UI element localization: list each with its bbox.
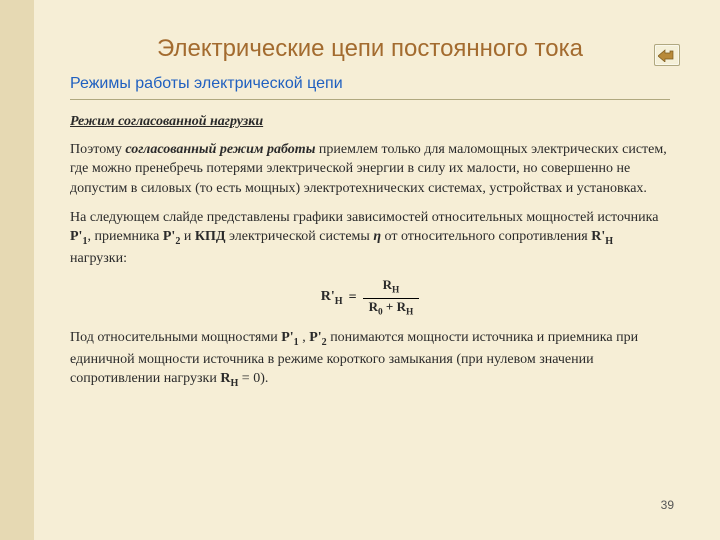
content: Режим согласованной нагрузки Поэтому сог… [60,114,670,391]
p2-rns: Н [605,236,613,247]
paragraph-2: На следующем слайде представлены графики… [70,208,670,268]
page-subtitle: Режимы работы электрической цепи [60,75,670,93]
divider [70,99,670,100]
p2-kpd: КПД [195,229,226,244]
f-den-l: R [369,299,378,314]
p3-a: Под относительными мощностями [70,330,281,345]
page-title: Электрические цепи постоянного тока [60,35,670,63]
p2-d: электрической системы [226,229,374,244]
f-lhs-sub: Н [335,296,343,307]
p3-s1: P' [281,330,293,345]
paragraph-3: Под относительными мощностями P'1 , P'2 … [70,328,670,391]
p2-s1: P' [70,229,82,244]
section-heading: Режим согласованной нагрузки [70,114,670,130]
f-den-r-sub: Н [406,307,413,317]
formula-lhs: R'Н [321,289,343,307]
p2-b: , приемника [88,229,163,244]
p2-c: и [180,229,195,244]
slide: Электрические цепи постоянного тока Режи… [0,0,720,540]
p1-b: согласованный режим работы [125,142,315,157]
left-stripe [0,0,34,540]
formula-eq: = [349,290,357,306]
page-number: 39 [661,498,674,512]
paragraph-1: Поэтому согласованный режим работы прием… [70,140,670,198]
p2-s2: P' [163,229,175,244]
p2-a: На следующем слайде представлены графики… [70,210,658,225]
p2-e: от относительного сопротивления [381,229,591,244]
f-den-plus: + [383,299,397,314]
p3-s2: P' [309,330,321,345]
f-den: R0 + RН [363,298,420,318]
f-num-r: R [383,277,392,292]
formula-fraction: RН R0 + RН [363,278,420,318]
p2-rn: R' [591,229,605,244]
p1-a: Поэтому [70,142,125,157]
p3-rn: R [220,371,230,386]
back-arrow-icon [658,48,676,62]
f-num: RН [363,278,420,297]
formula: R'Н = RН R0 + RН [70,278,670,318]
f-num-sub: Н [392,286,399,296]
f-den-r: R [397,299,406,314]
back-button[interactable] [654,44,680,66]
f-lhs: R' [321,289,335,304]
p3-comma: , [299,330,310,345]
p2-f: нагрузки: [70,251,127,266]
p2-eta: η [373,229,381,244]
p3-c: = 0). [238,371,268,386]
